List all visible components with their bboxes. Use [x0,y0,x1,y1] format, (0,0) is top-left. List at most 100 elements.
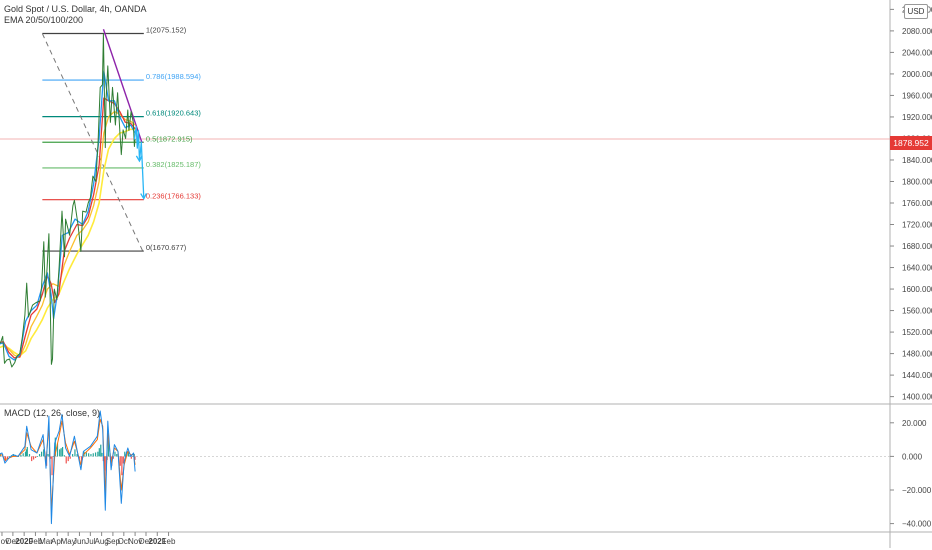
fib-level-label: 0.618(1920.643) [146,109,202,118]
macd-histogram-bar [127,451,130,457]
price-tick-label: 1720.000 [902,221,932,230]
macd-histogram-bar [24,451,27,457]
macd-histogram-bar [101,452,103,457]
macd-histogram-bar [76,454,78,457]
macd-histogram-bar [3,456,5,458]
macd-histogram-bar [97,451,99,457]
price-tick-label: 1400.000 [902,393,932,402]
macd-histogram-bar [119,456,121,466]
time-tick-label: Feb [29,537,43,546]
fib-level-label: 1(2075.152) [146,25,187,34]
macd-signal-line [0,418,136,511]
macd-histogram-bar [59,449,61,457]
macd-histogram-bar [54,437,56,457]
macd-histogram-bar [134,456,136,460]
macd-histogram-bar [43,449,45,457]
macd-histogram-bar [121,456,123,476]
macd-histogram-bar [114,451,116,457]
macd-histogram-bar [132,456,134,457]
price-tick-label: 1480.000 [902,350,932,359]
macd-histogram-bar [88,453,90,457]
fib-level-label: 0(1670.677) [146,243,187,252]
time-tick-label: Aug [95,537,109,546]
time-tick-label: 2021 [148,537,166,546]
macd-histogram-bar [107,439,110,457]
macd-histogram-bar [50,456,52,459]
macd-histogram-bar [122,456,124,464]
macd-tick-label: −20.000 [902,486,932,495]
macd-histogram-bar [67,456,69,462]
time-tick-label: Apr [51,537,64,546]
macd-histogram-bar [33,456,35,460]
price-tick-label: 1640.000 [902,264,932,273]
macd-legend[interactable]: MACD (12, 26, close, 9) [4,408,101,418]
macd-histogram-bar [8,456,11,457]
macd-line [0,410,136,525]
macd-histogram-bar [56,443,59,457]
price-tick-label: 1760.000 [902,199,932,208]
macd-histogram-bar [17,456,20,457]
macd-histogram-bar [90,454,92,457]
macd-tick-label: 20.000 [902,419,927,428]
macd-histogram-bar [98,448,100,457]
price-tick-label: 1600.000 [902,285,932,294]
macd-histogram-bar [47,454,49,457]
macd-histogram-bar [130,456,132,459]
macd-histogram-bar [69,456,71,459]
macd-histogram-bar [100,444,102,457]
price-tick-label: 1920.000 [902,113,932,122]
price-tick-label: 1680.000 [902,242,932,251]
fib-level-label: 0.5(1872.915) [146,134,193,143]
time-tick-label: Sep [106,537,121,546]
currency-badge[interactable]: USD [904,4,928,19]
time-tick-label: Mar [39,537,53,546]
ema-legend[interactable]: EMA 20/50/100/200 [4,15,84,25]
macd-histogram-bar [36,456,39,457]
fib-level-label: 0.786(1988.594) [146,72,202,81]
macd-histogram-bar [22,453,24,457]
price-pane-bg [0,4,890,402]
macd-tick-label: −40.000 [902,520,932,529]
last-price-tag: 1878.952 [890,136,932,150]
price-tick-label: 1960.000 [902,91,932,100]
price-tick-label: 1440.000 [902,371,932,380]
macd-histogram-bar [63,455,66,457]
time-tick-label: 2020 [15,537,33,546]
time-tick-label: Nov [0,537,9,546]
resistance-trendline [102,29,143,143]
price-tick-label: 1560.000 [902,307,932,316]
macd-histogram-bar [28,454,31,457]
macd-histogram-bar [60,448,62,457]
macd-histogram-bar [51,456,53,476]
macd-histogram-bar [20,454,22,457]
macd-histogram-bar [74,449,76,457]
time-tick-label: Jul [85,537,95,546]
macd-histogram-bar [71,454,74,457]
macd-histogram-bar [129,455,131,457]
macd-histogram-bar [31,456,33,462]
macd-histogram-bar [65,456,67,464]
macd-histogram-bar [112,456,114,459]
macd-histogram-bar [26,446,28,457]
time-tick-label: Nov [128,537,142,546]
macd-tick-label: 0.000 [902,452,923,461]
price-tick-label: 2000.000 [902,70,932,79]
macd-histogram-bar [80,456,83,464]
time-tick-label: Dec [6,537,20,546]
macd-histogram-bar [92,453,94,457]
time-tick-label: Jun [73,537,86,546]
price-tick-label: 2040.000 [902,48,932,57]
price-tick-label: 1840.000 [902,156,932,165]
projection-arrowhead [140,193,148,201]
macd-histogram-bar [124,451,126,457]
chart-title: Gold Spot / U.S. Dollar, 4h, OANDA [4,4,147,14]
macd-histogram-bar [34,456,37,458]
projection-path [133,125,145,199]
time-tick-label: Oct [118,537,131,546]
fib-level-label: 0.236(1766.133) [146,192,202,201]
time-tick-label: May [61,537,76,546]
macd-histogram-bar [61,446,64,457]
macd-histogram-bar [85,452,87,457]
price-tick-label: 1520.000 [902,328,932,337]
